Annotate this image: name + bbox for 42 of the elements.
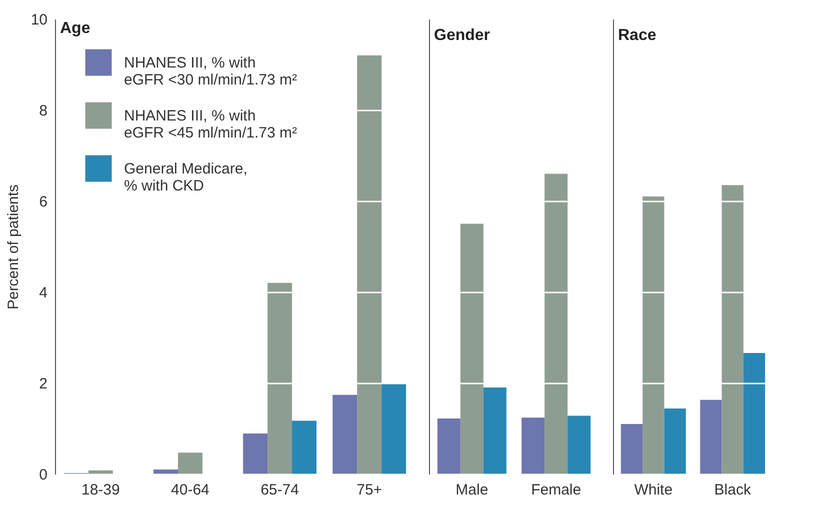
bar [292, 420, 316, 474]
x-tick-label: 75+ [356, 482, 382, 498]
y-tick-label: 10 [30, 12, 48, 28]
chart-title: Gender [434, 27, 490, 44]
bar [382, 383, 406, 474]
x-tick-label: 18-39 [81, 482, 120, 498]
y-axis-title: Percent of patients [4, 184, 22, 310]
bar [178, 452, 202, 474]
y-tick-label: 0 [39, 466, 48, 484]
bar [522, 418, 545, 474]
y-tick-label: 4 [39, 284, 48, 302]
bar [544, 174, 568, 474]
x-tick-label: Female [531, 482, 582, 498]
x-tick-label: 40-64 [171, 482, 210, 498]
legend-label: NHANES III, % with eGFR <45 ml/min/1.73 m² [124, 108, 297, 142]
x-tick-label: 65-74 [260, 482, 299, 498]
x-tick-label: Black [714, 482, 752, 498]
bar [460, 224, 484, 474]
bar [332, 394, 358, 474]
bar [483, 388, 506, 474]
bar [437, 418, 460, 474]
y-tick-label: 8 [39, 102, 48, 120]
x-tick-label: Male [456, 482, 488, 498]
bar [568, 416, 591, 474]
bar [357, 55, 382, 474]
chart-title: Race [618, 27, 656, 44]
bar [743, 352, 766, 474]
bar [243, 434, 268, 474]
bar [700, 400, 722, 474]
bar [664, 408, 686, 474]
legend-label: General Medicare, % with CKD [124, 160, 248, 194]
bar [620, 424, 643, 474]
bar [268, 282, 292, 474]
legend-label: NHANES III, % with eGFR <30 ml/min/1.73 m² [124, 54, 297, 88]
bar [154, 469, 178, 474]
bar [722, 185, 744, 474]
bar [642, 196, 664, 474]
bar [88, 470, 113, 474]
y-tick-label: 6 [39, 194, 48, 210]
x-tick-label: White [634, 482, 673, 498]
y-tick-label: 2 [39, 376, 48, 392]
chart-title: Age [60, 20, 90, 37]
